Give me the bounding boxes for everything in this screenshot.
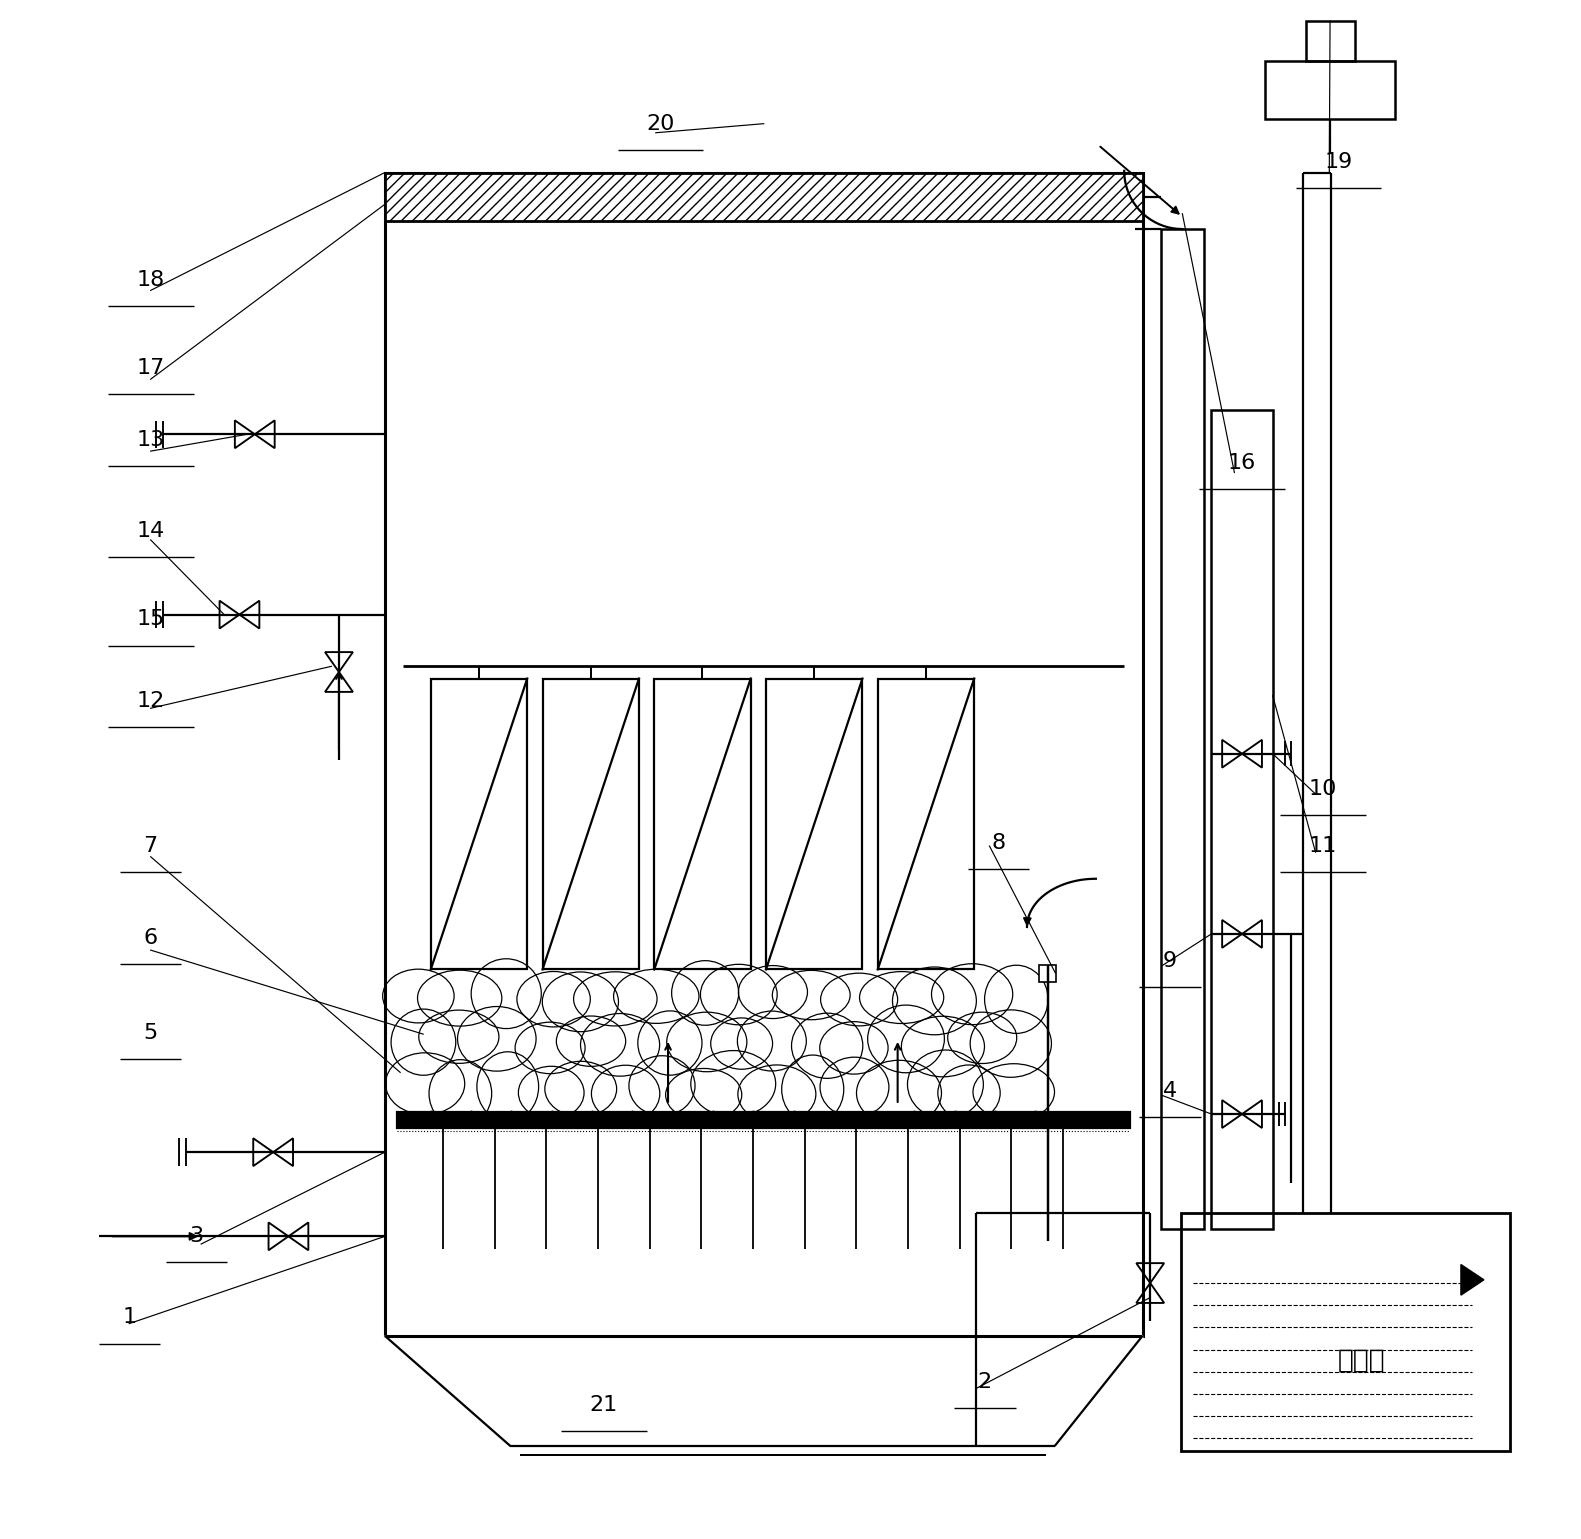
Text: 7: 7 [144,836,158,856]
Text: 16: 16 [1228,454,1257,474]
Bar [384,172,1143,1336]
Bar [1265,62,1394,119]
Bar [1181,1213,1510,1451]
Bar [1039,965,1056,982]
Text: 8: 8 [991,833,1006,853]
Text: 9: 9 [1164,951,1178,971]
Text: 15: 15 [136,609,164,629]
Polygon shape [1461,1265,1485,1296]
Bar [1306,22,1355,62]
Text: 5: 5 [144,1023,158,1043]
Text: 12: 12 [136,691,164,711]
Bar [767,679,863,970]
Text: 3: 3 [190,1227,204,1247]
Bar [1160,229,1203,1228]
Bar [542,679,639,970]
Text: 排泥沟: 排泥沟 [1338,1348,1385,1373]
Bar [397,1113,1130,1128]
Text: 19: 19 [1325,152,1353,172]
Text: 10: 10 [1309,779,1338,799]
Text: 1: 1 [122,1308,136,1328]
Text: 21: 21 [590,1394,618,1414]
Bar [877,679,974,970]
Bar [430,679,526,970]
Polygon shape [384,1336,1143,1456]
Text: 18: 18 [136,269,164,289]
Text: 17: 17 [136,359,164,379]
Bar [1211,409,1273,1228]
Text: 6: 6 [144,928,158,948]
Bar [655,679,751,970]
Text: 4: 4 [1164,1080,1178,1100]
Text: 13: 13 [136,431,164,451]
Text: 11: 11 [1309,836,1338,856]
Text: 2: 2 [977,1371,991,1391]
Text: 14: 14 [136,520,164,540]
Bar [384,172,1143,222]
Text: 20: 20 [647,114,675,134]
